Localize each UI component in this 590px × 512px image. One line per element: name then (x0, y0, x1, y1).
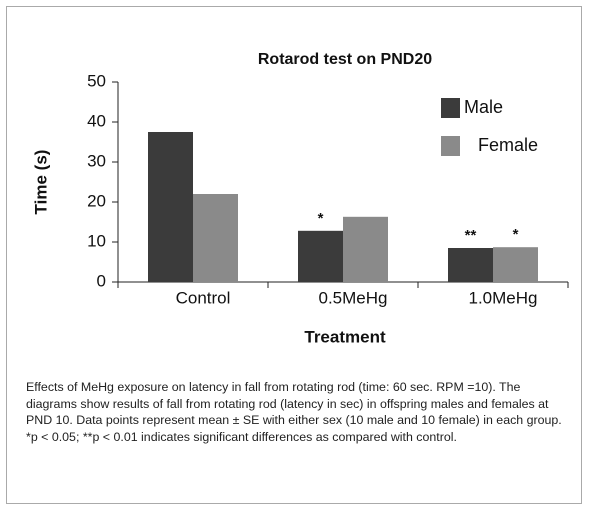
y-tick-label: 30 (87, 151, 106, 170)
legend-label: Female (478, 135, 538, 155)
x-tick-label: 1.0MeHg (469, 288, 538, 307)
legend-label: Male (464, 97, 503, 117)
y-tick-label: 0 (97, 271, 106, 290)
y-tick-label: 20 (87, 191, 106, 210)
bar (193, 194, 238, 282)
legend-swatch (441, 98, 460, 118)
y-tick-label: 40 (87, 111, 106, 130)
figure-frame (6, 6, 582, 504)
x-axis-title: Treatment (304, 327, 386, 346)
chart-title: Rotarod test on PND20 (258, 51, 432, 68)
bar (343, 216, 388, 282)
significance-marker: * (513, 226, 519, 243)
bar (448, 248, 493, 282)
y-tick-label: 10 (87, 231, 106, 250)
x-tick-label: Control (176, 288, 231, 307)
bar (148, 132, 193, 282)
significance-marker: ** (465, 227, 477, 244)
legend-swatch (441, 136, 460, 156)
y-tick-label: 50 (87, 71, 106, 90)
chart: Rotarod test on PND20 Treatment Time (s)… (31, 51, 569, 346)
bar (493, 247, 538, 282)
bar (298, 230, 343, 282)
significance-marker: * (318, 210, 324, 227)
y-axis-title: Time (s) (31, 150, 50, 215)
x-tick-label: 0.5MeHg (319, 288, 388, 307)
caption: Effects of MeHg exposure on latency in f… (26, 380, 562, 444)
